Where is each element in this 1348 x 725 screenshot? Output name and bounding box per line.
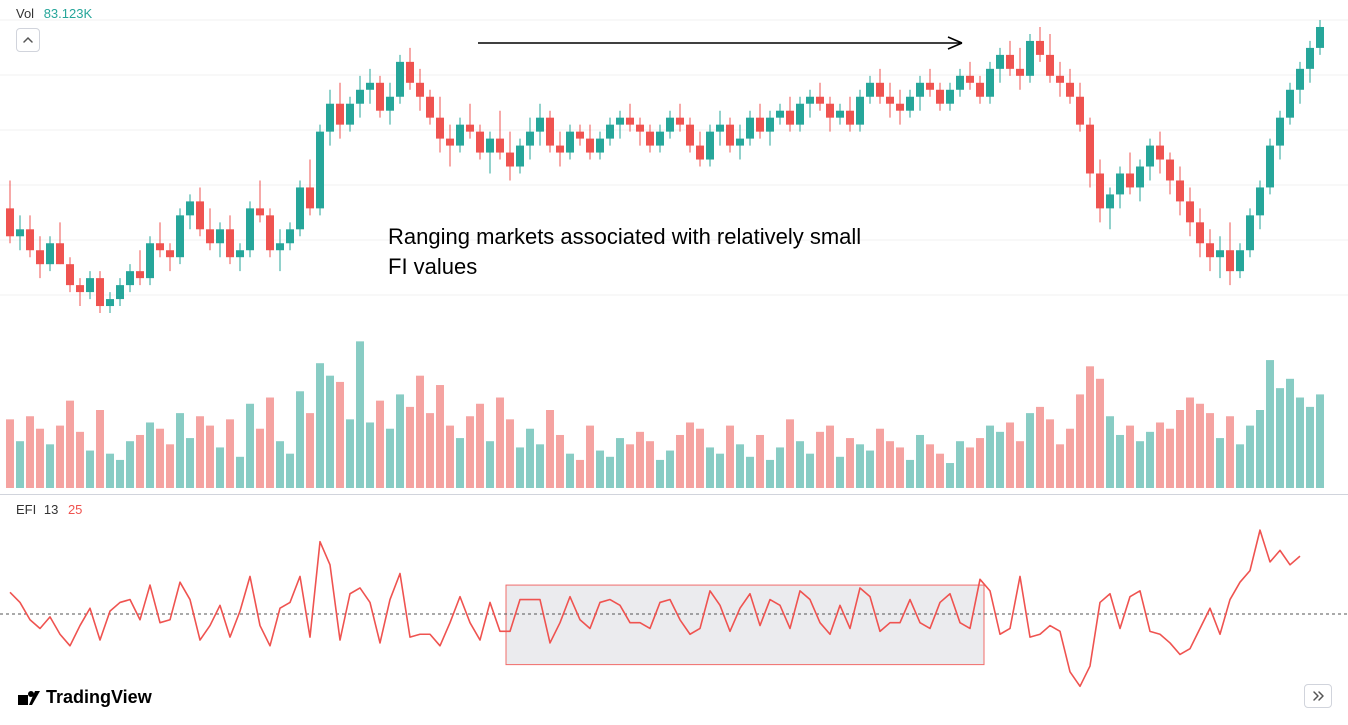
expand-button[interactable] — [1304, 684, 1332, 708]
volume-chart-pane[interactable] — [0, 318, 1348, 488]
annotation-text: Ranging markets associated with relative… — [388, 222, 861, 281]
tradingview-logo-icon — [18, 691, 40, 705]
logo-text: TradingView — [46, 687, 152, 708]
efi-chart-pane[interactable] — [0, 494, 1348, 720]
tradingview-logo[interactable]: TradingView — [18, 687, 152, 708]
chevron-double-right-icon — [1311, 689, 1325, 703]
